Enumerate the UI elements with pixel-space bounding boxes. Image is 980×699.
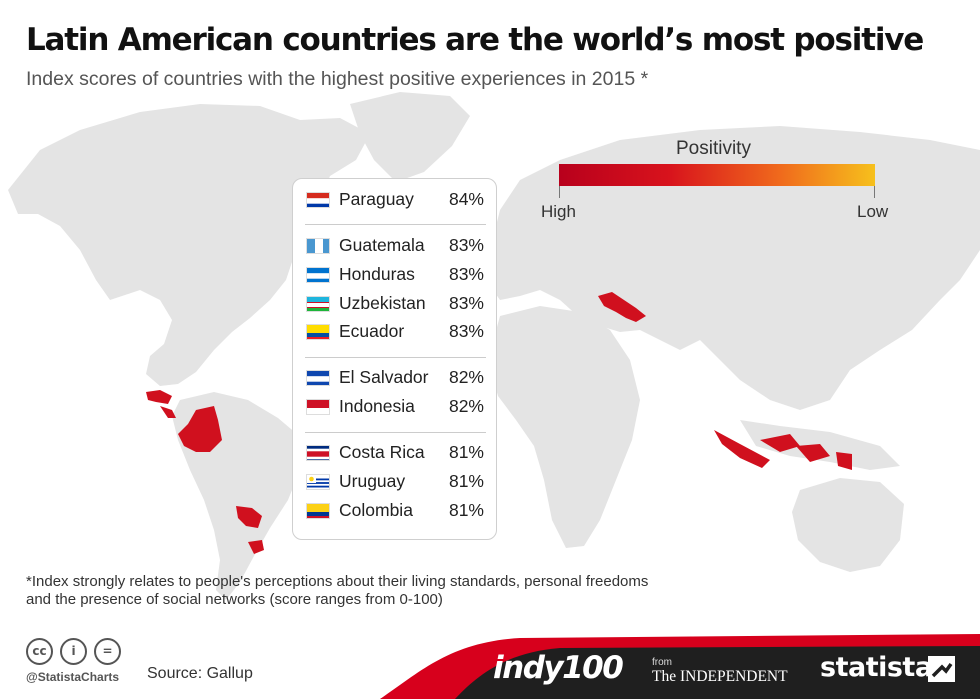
rank-value-label: 82% xyxy=(448,367,484,387)
highlight-guatemala-honduras xyxy=(146,390,172,404)
independent-logo: The INDEPENDENT xyxy=(652,668,788,685)
highlight-uruguay xyxy=(248,540,264,554)
by-icon: i xyxy=(60,638,87,665)
chart-title: Latin American countries are the world’s… xyxy=(26,22,924,58)
colombia-flag-icon xyxy=(306,503,330,519)
el-salvador-flag-icon xyxy=(306,370,330,386)
highlighted-countries xyxy=(146,292,852,554)
uruguay-flag-icon xyxy=(306,474,330,490)
statista-logo: statista xyxy=(820,652,933,683)
rank-country-name: Indonesia xyxy=(339,396,415,416)
rank-value-label: 82% xyxy=(448,396,484,416)
rank-country-name: Honduras xyxy=(339,264,415,284)
footnote: *Index strongly relates to people's perc… xyxy=(26,573,746,609)
legend-gradient-bar xyxy=(559,164,875,186)
rank-row: Uzbekistan 83% xyxy=(293,290,496,318)
rank-country-name: Colombia xyxy=(339,500,413,520)
ranking-box: Paraguay 84% Guatemala 83% Honduras 83% Uzbeki… xyxy=(292,178,497,540)
indonesia-flag-icon xyxy=(306,399,330,415)
footer-band xyxy=(380,634,980,699)
highlight-paraguay xyxy=(236,506,262,528)
rank-row: Indonesia 82% xyxy=(293,393,496,421)
legend-tick-low xyxy=(874,186,875,198)
rank-country-name: Guatemala xyxy=(339,235,425,255)
land-australia xyxy=(792,478,904,572)
statista-handle: @StatistaCharts xyxy=(26,670,120,684)
rank-row: Honduras 83% xyxy=(293,261,496,289)
rank-value-label: 83% xyxy=(448,293,484,313)
land-greenland xyxy=(350,92,470,182)
chart-subtitle: Index scores of countries with the highe… xyxy=(26,68,649,90)
footer-dark-band xyxy=(455,646,980,699)
legend-label-low: Low xyxy=(857,202,889,221)
rank-country-name: El Salvador xyxy=(339,367,429,387)
land-africa xyxy=(488,306,640,548)
cc-icon: cc xyxy=(26,638,53,665)
rank-value-label: 81% xyxy=(448,471,484,491)
rank-country-name: Ecuador xyxy=(339,321,405,341)
guatemala-flag-icon xyxy=(306,238,330,254)
rank-value-label: 83% xyxy=(448,235,484,255)
rank-row: Uruguay 81% xyxy=(293,468,496,496)
land-masses xyxy=(8,92,980,600)
statista-logo-icon xyxy=(928,656,955,682)
rank-row: Costa Rica 81% xyxy=(293,439,496,467)
rank-country-name: Uruguay xyxy=(339,471,406,491)
highlight-indonesia xyxy=(714,430,852,470)
land-eurasia xyxy=(486,126,980,410)
rank-separator xyxy=(305,432,486,433)
costa-rica-flag-icon xyxy=(306,445,330,461)
paraguay-flag-icon xyxy=(306,192,330,208)
legend-label-high: High xyxy=(541,202,576,221)
rank-value-label: 83% xyxy=(448,264,484,284)
rank-country-name: Uzbekistan xyxy=(339,293,426,313)
nd-icon: = xyxy=(94,638,121,665)
rank-country-name: Costa Rica xyxy=(339,442,425,462)
honduras-flag-icon xyxy=(306,267,330,283)
ecuador-flag-icon xyxy=(306,324,330,340)
legend-title: Positivity xyxy=(676,138,751,159)
uzbekistan-flag-icon xyxy=(306,296,330,312)
legend-tick-high xyxy=(559,186,560,198)
highlight-el-salvador-costa-rica xyxy=(160,406,176,418)
rank-value-label: 81% xyxy=(448,442,484,462)
rank-separator xyxy=(305,224,486,225)
partner-from-text: from xyxy=(652,657,672,668)
source-text: Source: Gallup xyxy=(147,665,253,682)
indy100-logo: indy100 xyxy=(493,650,624,686)
rank-row: Guatemala 83% xyxy=(293,232,496,260)
footnote-line-1: *Index strongly relates to people's perc… xyxy=(26,573,649,590)
highlight-uzbekistan xyxy=(598,292,646,322)
footnote-line-2: and the presence of social networks (sco… xyxy=(26,591,443,608)
rank-value-label: 83% xyxy=(448,321,484,341)
rank-separator xyxy=(305,357,486,358)
rank-row: Colombia 81% xyxy=(293,497,496,525)
land-north-america xyxy=(8,104,370,386)
rank-country-name: Paraguay xyxy=(339,189,414,209)
rank-value-label: 84% xyxy=(448,189,484,209)
rank-value-label: 81% xyxy=(448,500,484,520)
rank-row: El Salvador 82% xyxy=(293,364,496,392)
rank-row: Ecuador 83% xyxy=(293,318,496,346)
rank-row: Paraguay 84% xyxy=(293,186,496,214)
highlight-colombia-ecuador xyxy=(178,406,222,452)
